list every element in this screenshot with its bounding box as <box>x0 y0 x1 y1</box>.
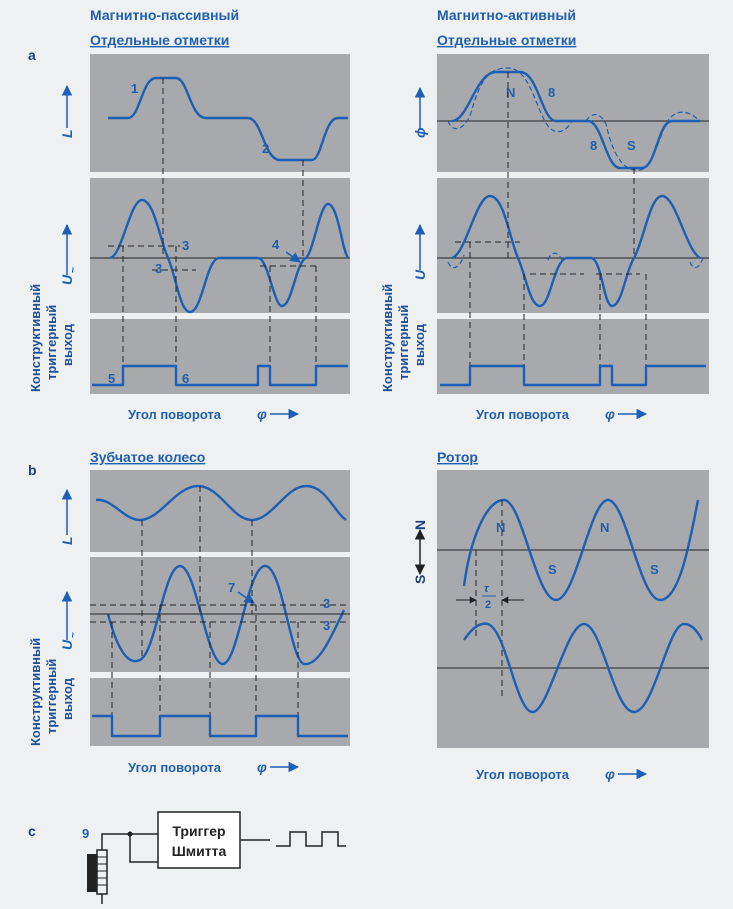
a-right-label-N: N <box>506 85 515 100</box>
a-left-label-2: 2 <box>262 141 269 156</box>
a-left-arrow-4 <box>285 251 301 263</box>
c-wire-top <box>101 833 158 850</box>
a-right-phi-label: ϕ <box>412 127 428 138</box>
section-a-label: a <box>28 47 36 63</box>
b-left-trigger-waveform <box>92 714 348 738</box>
b-left-panel-trigger <box>90 678 350 746</box>
a-left-label-1: 1 <box>131 81 138 96</box>
a-left-phi: φ <box>257 406 267 422</box>
a-right-title: Магнитно-активный <box>437 7 576 23</box>
b-left-L-label: L <box>59 536 75 545</box>
b-right-label-N1: N <box>496 520 505 535</box>
a-left-trigger-waveform <box>92 364 348 387</box>
a-left-side-label-1: Конструктивный <box>28 284 43 392</box>
b-left-U-label: U <box>59 639 75 650</box>
b-left-xaxis-label: Угол поворота <box>128 760 222 775</box>
a-left-U-waveform <box>109 198 350 314</box>
a-left-U-label: U <box>59 274 75 285</box>
b-left-L-waveform <box>95 484 347 522</box>
a-right-side-label-2: триггерный <box>396 305 411 380</box>
b-left-label-3a: 3 <box>323 596 330 611</box>
b-left-U-sub: ~ <box>68 632 79 638</box>
c-wire-bottom <box>129 834 158 863</box>
c-trigger-line2: Шмитта <box>172 843 227 859</box>
a-right-label-S: S <box>627 138 636 153</box>
a-right-label-8b: 8 <box>590 138 597 153</box>
a-right-U-dashed <box>447 252 705 269</box>
a-right-U-waveform <box>451 194 701 308</box>
b-right-label-S2: S <box>650 562 659 577</box>
b-right-two: 2 <box>485 599 491 611</box>
a-right-phi-dashed-waveform <box>447 67 701 171</box>
b-left-panel-L <box>90 470 350 552</box>
a-left-label-3a: 3 <box>182 238 189 253</box>
b-right-xaxis-label: Угол поворота <box>476 767 570 782</box>
a-left-side-label-3: выход <box>60 323 75 366</box>
c-sensor-magnet <box>87 854 97 892</box>
b-right-tau: τ <box>484 583 489 595</box>
a-right-xaxis-label: Угол поворота <box>476 407 570 422</box>
section-c-label: c <box>28 823 36 839</box>
a-left-panel-L <box>90 54 350 172</box>
a-left-side-label-2: триггерный <box>44 305 59 380</box>
b-right-subtitle: Ротор <box>437 449 478 465</box>
b-right-label-S1: S <box>548 562 557 577</box>
b-left-side-label-3: выход <box>60 677 75 720</box>
a-left-U-sub: ~ <box>68 267 79 273</box>
a-right-panel-trigger <box>437 319 709 394</box>
a-left-L-waveform <box>108 76 348 162</box>
b-right-axis-N: N <box>412 520 428 530</box>
b-left-U-waveform <box>106 564 346 666</box>
a-left-label-5: 5 <box>108 371 115 386</box>
a-right-side-label-3: выход <box>412 323 427 366</box>
a-left-xaxis-label: Угол поворота <box>128 407 222 422</box>
a-right-side-label-1: Конструктивный <box>380 284 395 392</box>
b-right-panel <box>437 470 709 748</box>
c-output-pulses <box>276 831 346 847</box>
b-right-axis-S: S <box>412 575 428 584</box>
a-left-label-4: 4 <box>272 237 280 252</box>
b-left-label-3b: 3 <box>323 618 330 633</box>
a-right-panel-phi <box>437 54 709 172</box>
c-label-9: 9 <box>82 826 89 841</box>
b-right-label-N2: N <box>600 520 609 535</box>
a-left-label-3b: 3 <box>155 261 162 276</box>
b-left-subtitle: Зубчатое колесо <box>90 449 205 465</box>
b-left-arrow-7 <box>237 591 255 604</box>
a-right-U-label: U <box>412 269 428 280</box>
b-left-label-7: 7 <box>228 580 235 595</box>
section-b-label: b <box>28 462 37 478</box>
b-left-phi: φ <box>257 759 267 775</box>
c-schmitt-trigger-box <box>157 811 241 869</box>
a-right-label-8a: 8 <box>548 85 555 100</box>
a-right-phi: φ <box>605 406 615 422</box>
b-right-phi: φ <box>605 766 615 782</box>
a-right-trigger-waveform <box>440 364 706 387</box>
a-left-panel-trigger <box>90 319 350 394</box>
a-right-subtitle: Отдельные отметки <box>437 32 576 48</box>
a-left-title: Магнитно-пассивный <box>90 7 239 23</box>
c-trigger-line1: Триггер <box>172 823 225 839</box>
a-left-subtitle: Отдельные отметки <box>90 32 229 48</box>
b-left-side-label-1: Конструктивный <box>28 638 43 746</box>
b-left-side-label-2: триггерный <box>44 659 59 734</box>
b-right-lower-sine <box>463 622 704 714</box>
a-left-L-label: L <box>59 129 75 138</box>
a-left-label-6: 6 <box>182 371 189 386</box>
